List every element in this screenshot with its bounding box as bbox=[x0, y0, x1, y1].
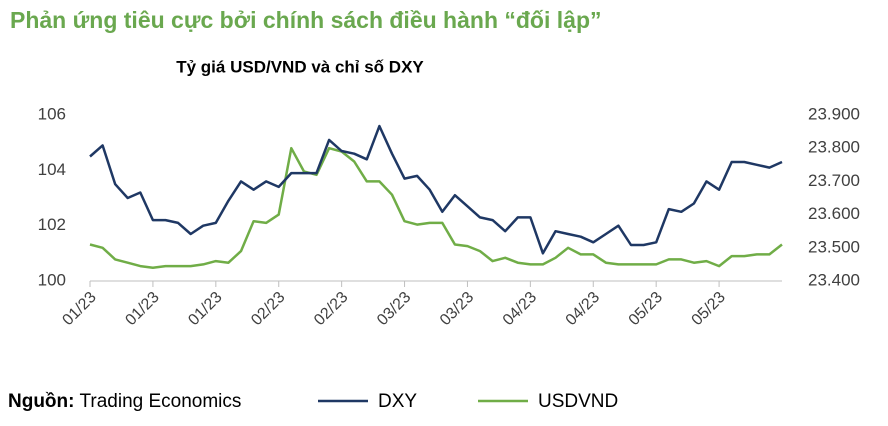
x-tick-label: 01/23 bbox=[59, 289, 99, 329]
x-tick-label: 04/23 bbox=[500, 289, 540, 329]
source-label: Nguồn: bbox=[8, 391, 74, 412]
legend-label: USDVND bbox=[538, 391, 618, 412]
x-tick-label: 05/23 bbox=[689, 289, 729, 329]
source: Nguồn: Trading Economics bbox=[8, 391, 241, 412]
y-tick-label: 100 bbox=[38, 270, 66, 289]
series-line bbox=[89, 124, 783, 255]
source-text: Trading Economics bbox=[79, 391, 241, 412]
x-tick-label: 01/23 bbox=[185, 289, 225, 329]
y2-tick-label: 23.900 bbox=[808, 104, 860, 123]
y2-tick-label: 23.600 bbox=[808, 204, 860, 223]
y2-tick-label: 23.700 bbox=[808, 171, 860, 190]
x-tick-label: 02/23 bbox=[248, 289, 288, 329]
y2-tick-label: 23.400 bbox=[808, 270, 860, 289]
x-tick-label: 01/23 bbox=[122, 289, 162, 329]
x-tick-label: 05/23 bbox=[626, 289, 666, 329]
series-line bbox=[89, 146, 783, 269]
x-tick-label: 03/23 bbox=[437, 289, 477, 329]
y-tick-label: 106 bbox=[38, 104, 66, 123]
chart-title: Phản ứng tiêu cực bởi chính sách điều hà… bbox=[10, 7, 602, 33]
x-tick-label: 04/23 bbox=[563, 289, 603, 329]
x-tick-label: 03/23 bbox=[374, 289, 414, 329]
chart-subtitle: Tỷ giá USD/VND và chỉ số DXY bbox=[176, 57, 424, 76]
legend-label: DXY bbox=[378, 391, 417, 412]
x-tick-label: 02/23 bbox=[311, 289, 351, 329]
y-tick-label: 102 bbox=[38, 215, 66, 234]
y-tick-label: 104 bbox=[38, 160, 66, 179]
y2-tick-label: 23.500 bbox=[808, 237, 860, 256]
y2-tick-label: 23.800 bbox=[808, 138, 860, 157]
